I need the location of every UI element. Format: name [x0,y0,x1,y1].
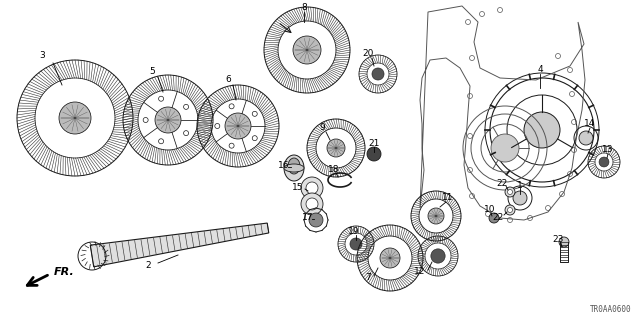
Text: 8: 8 [301,4,307,12]
Circle shape [489,213,499,223]
Circle shape [252,111,257,116]
Text: 5: 5 [149,68,155,76]
Text: 1: 1 [517,180,523,189]
Circle shape [327,139,345,157]
Circle shape [579,131,593,145]
Text: 4: 4 [537,66,543,75]
Text: 2: 2 [145,260,151,269]
Circle shape [372,68,384,80]
Circle shape [229,143,234,148]
Circle shape [513,191,527,205]
Circle shape [508,189,513,195]
Text: 23: 23 [552,236,564,244]
Circle shape [155,107,181,133]
Text: 15: 15 [292,182,304,191]
Circle shape [229,104,234,109]
Ellipse shape [284,164,304,172]
Text: 13: 13 [602,146,614,155]
Text: 12: 12 [414,268,426,276]
Circle shape [159,139,164,144]
Circle shape [350,238,362,250]
Text: 7: 7 [365,274,371,283]
Circle shape [293,36,321,64]
Text: 22: 22 [492,213,504,222]
Text: 18: 18 [328,165,340,174]
Circle shape [301,193,323,215]
Circle shape [599,157,609,167]
Circle shape [306,198,318,210]
Circle shape [505,205,515,215]
Circle shape [225,113,251,139]
Circle shape [367,147,381,161]
Circle shape [159,96,164,101]
Ellipse shape [284,155,304,181]
Text: 16: 16 [278,161,290,170]
Circle shape [431,249,445,263]
Text: 11: 11 [442,194,454,203]
Text: FR.: FR. [54,267,75,277]
Text: 10: 10 [484,205,496,214]
Ellipse shape [288,158,300,174]
Circle shape [184,131,189,136]
Text: TR0AA0600: TR0AA0600 [590,305,632,314]
Circle shape [380,248,400,268]
Text: 19: 19 [348,228,360,236]
Text: 20: 20 [362,50,374,59]
Text: 14: 14 [584,119,596,129]
Polygon shape [90,223,269,267]
Circle shape [184,104,189,109]
Circle shape [143,117,148,123]
Circle shape [505,187,515,197]
Circle shape [306,182,318,194]
Text: 22: 22 [497,179,508,188]
Circle shape [524,112,560,148]
Text: 17: 17 [302,213,314,222]
Text: 9: 9 [319,124,325,132]
Circle shape [252,136,257,141]
Circle shape [559,237,569,247]
Circle shape [301,177,323,199]
Text: 21: 21 [368,139,380,148]
Circle shape [309,213,323,227]
Text: 3: 3 [39,52,45,60]
Circle shape [428,208,444,224]
Circle shape [508,207,513,212]
Circle shape [59,102,91,134]
Circle shape [215,124,220,129]
Text: 6: 6 [225,76,231,84]
Circle shape [491,134,519,162]
